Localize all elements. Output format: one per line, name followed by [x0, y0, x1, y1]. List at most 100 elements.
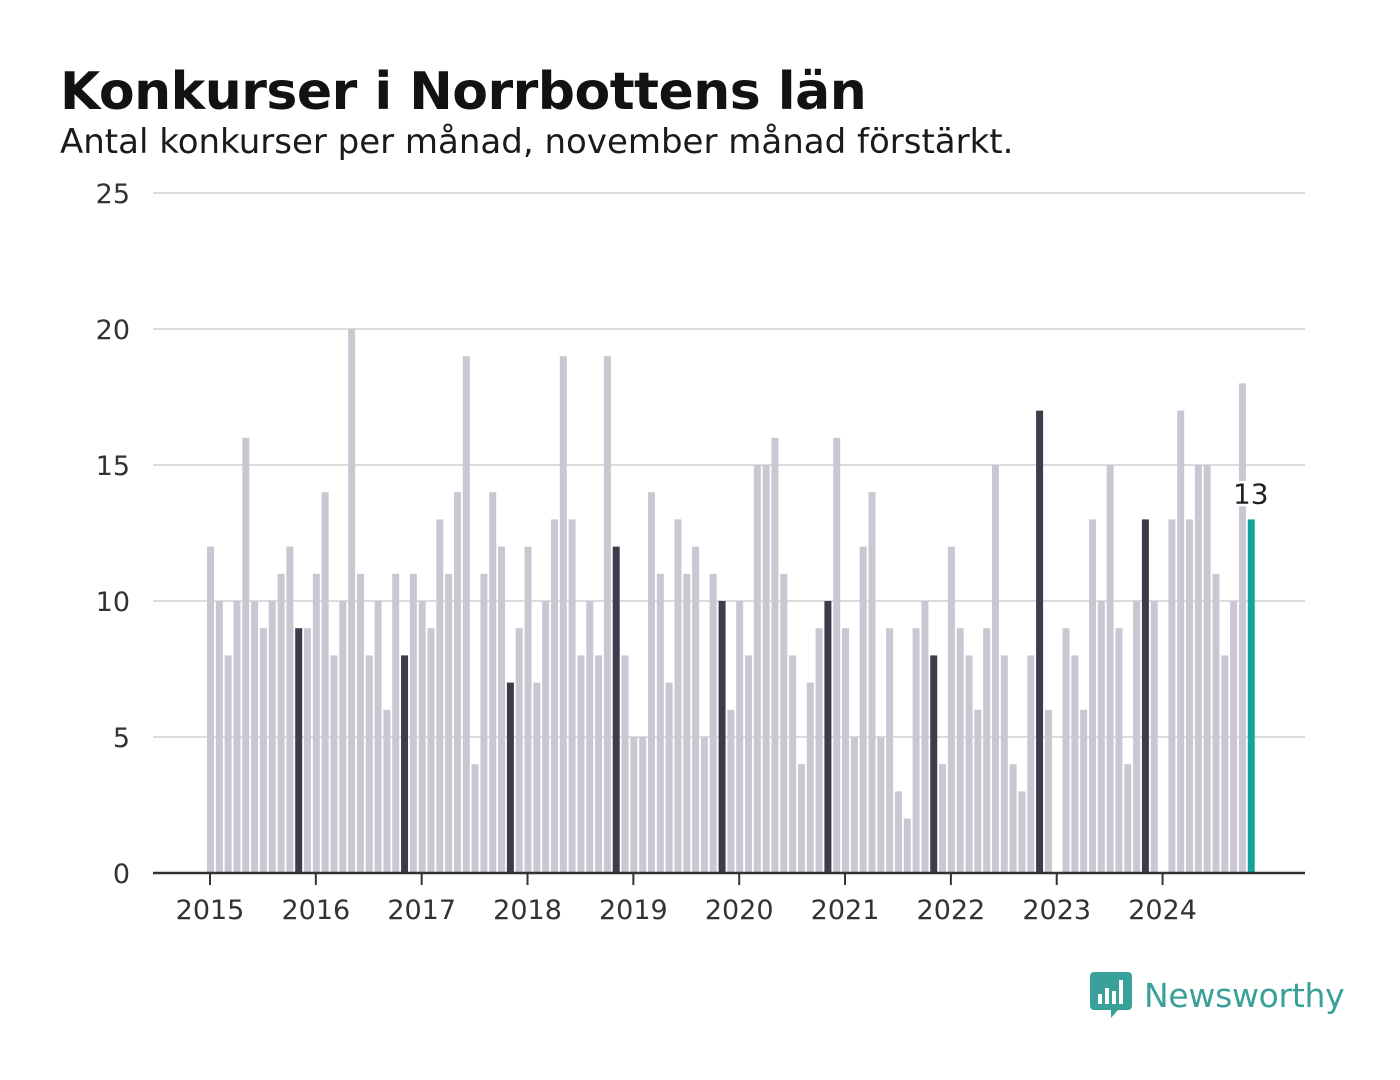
bar [1000, 655, 1008, 873]
bar [1009, 764, 1017, 873]
bar [842, 628, 850, 873]
bar [1044, 709, 1052, 873]
bar [815, 628, 823, 873]
newsworthy-logo-icon [1090, 972, 1132, 1018]
bar [939, 764, 947, 873]
bar [392, 573, 400, 873]
bar [595, 655, 603, 873]
y-tick-label: 20 [96, 315, 130, 346]
bar [542, 601, 550, 873]
bar [312, 573, 320, 873]
bar [683, 573, 691, 873]
bar [1186, 519, 1194, 873]
bar [1080, 709, 1088, 873]
bar [1106, 465, 1114, 873]
bar [1221, 655, 1229, 873]
bar [612, 546, 620, 873]
bar [568, 519, 576, 873]
bar [868, 492, 876, 873]
bar [207, 546, 214, 873]
bar [921, 601, 929, 873]
bar [374, 601, 382, 873]
x-tick-label: 2024 [1128, 895, 1197, 926]
bar [974, 709, 982, 873]
bar [630, 737, 638, 873]
bar [224, 655, 232, 873]
bar [445, 573, 453, 873]
y-tick-label: 10 [96, 587, 130, 618]
bar [489, 492, 497, 873]
bar [550, 519, 558, 873]
newsworthy-logo: Newsworthy [1090, 970, 1345, 1020]
bar [1177, 410, 1185, 873]
bar [692, 546, 700, 873]
bar [1230, 601, 1238, 873]
bar [1027, 655, 1035, 873]
bar [639, 737, 647, 873]
x-tick-label: 2015 [176, 895, 245, 926]
bar [1194, 465, 1202, 873]
bar [903, 818, 911, 873]
bar [718, 601, 726, 873]
bar [1247, 519, 1255, 873]
bar [559, 356, 567, 873]
x-tick-label: 2022 [917, 895, 986, 926]
bar [648, 492, 655, 873]
bar [1036, 410, 1044, 873]
bar [771, 437, 779, 873]
bar [348, 329, 356, 873]
bar [233, 601, 241, 873]
bar [1133, 601, 1141, 873]
y-tick-label: 0 [113, 859, 130, 890]
bar [409, 573, 417, 873]
bar [1089, 519, 1096, 873]
bar [251, 601, 259, 873]
bar [1018, 791, 1026, 873]
x-tick-label: 2020 [705, 895, 774, 926]
bar [665, 682, 673, 873]
bar [480, 573, 488, 873]
bar [277, 573, 285, 873]
bar [1141, 519, 1149, 873]
bar [700, 737, 708, 873]
bar [833, 437, 841, 873]
bar [806, 682, 814, 873]
bar [745, 655, 753, 873]
bar [462, 356, 470, 873]
y-tick-label: 15 [96, 451, 130, 482]
bar [762, 465, 770, 873]
bar [401, 655, 409, 873]
x-tick-label: 2018 [493, 895, 562, 926]
bar [533, 682, 541, 873]
chart-subtitle: Antal konkurser per månad, november måna… [60, 122, 1014, 162]
bar [418, 601, 426, 873]
bar [577, 655, 585, 873]
bar [215, 601, 223, 873]
bar [621, 655, 629, 873]
bar [427, 628, 435, 873]
y-tick-label: 5 [113, 723, 130, 754]
bar [453, 492, 461, 873]
x-tick-label: 2016 [281, 895, 350, 926]
bar [506, 682, 514, 873]
bar [930, 655, 938, 873]
x-tick-label: 2017 [387, 895, 456, 926]
bar [268, 601, 276, 873]
bar [780, 573, 788, 873]
bar [295, 628, 303, 873]
bar [383, 709, 391, 873]
bar [259, 628, 267, 873]
bar [824, 601, 832, 873]
bar [586, 601, 594, 873]
bar [727, 709, 735, 873]
y-tick-label: 25 [96, 179, 130, 210]
bar [321, 492, 329, 873]
bar [947, 546, 955, 873]
bar [1062, 628, 1070, 873]
bar [339, 601, 347, 873]
bar [1168, 519, 1176, 873]
bar [656, 573, 664, 873]
bar [797, 764, 805, 873]
x-tick-label: 2023 [1022, 895, 1091, 926]
bar [753, 465, 761, 873]
